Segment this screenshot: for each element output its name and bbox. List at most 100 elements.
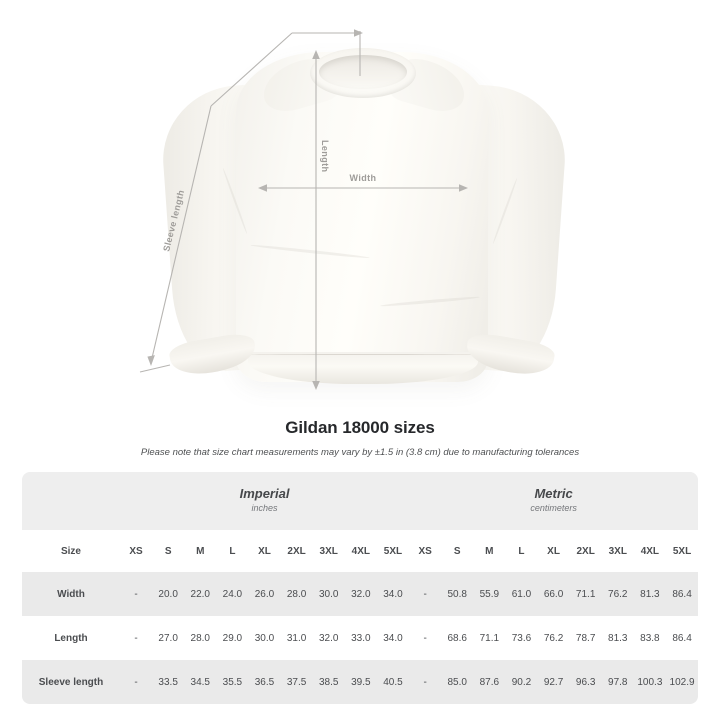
cell-length-metric-l: 73.6	[505, 616, 538, 660]
cell-width-metric-l: 61.0	[505, 572, 538, 616]
cell-sleeve-length-metric-xs: -	[409, 660, 442, 704]
cell-width-metric-3xl: 76.2	[601, 572, 634, 616]
unit-group-name: Imperial	[239, 486, 290, 502]
cell-sleeve-length-metric-l: 90.2	[505, 660, 538, 704]
cell-length-metric-3xl: 81.3	[601, 616, 634, 660]
cell-sleeve-length-imperial-3xl: 38.5	[312, 660, 345, 704]
size-header-xs-metric: XS	[409, 530, 442, 572]
cell-width-imperial-xl: 26.0	[248, 572, 281, 616]
cell-length-imperial-2xl: 31.0	[280, 616, 313, 660]
size-header-xl-imperial: XL	[248, 530, 281, 572]
cell-width-imperial-2xl: 28.0	[280, 572, 313, 616]
table-row: Length -27.0 28.0 29.0 30.0 31.0 32.0 33.0 34.0-…	[22, 616, 699, 660]
size-header-xs-imperial: XS	[120, 530, 153, 572]
size-header-l-metric: L	[505, 530, 538, 572]
size-header-2xl-metric: 2XL	[569, 530, 602, 572]
size-header-s-imperial: S	[152, 530, 185, 572]
size-chart-table: Imperial inches Metric centimeters Size XS S M L…	[22, 472, 699, 704]
cell-length-imperial-3xl: 32.0	[312, 616, 345, 660]
size-header-row: Size XS S M L XL 2XL 3XL 4XL 5XL XS S M L XL 2XL 3XL 4XL 5…	[22, 530, 699, 572]
cell-sleeve-length-metric-s: 85.0	[441, 660, 474, 704]
measure-row-label: Width	[22, 572, 120, 616]
table-row: Width -20.0 22.0 24.0 26.0 28.0 30.0 32.0 34.0-5…	[22, 572, 699, 616]
cell-length-imperial-s: 27.0	[152, 616, 185, 660]
unit-group-name: Metric	[534, 486, 573, 502]
cell-width-imperial-m: 22.0	[184, 572, 217, 616]
cell-width-imperial-3xl: 30.0	[312, 572, 345, 616]
sleeve-length-measure-guide: Sleeve length	[139, 29, 363, 373]
cell-sleeve-length-metric-3xl: 97.8	[601, 660, 634, 704]
cell-width-metric-m: 55.9	[473, 572, 506, 616]
sleeve-length-label: Sleeve length	[161, 189, 186, 253]
size-header-m-imperial: M	[184, 530, 217, 572]
cell-length-metric-s: 68.6	[441, 616, 474, 660]
cell-length-metric-4xl: 83.8	[633, 616, 666, 660]
cell-sleeve-length-metric-xl: 92.7	[537, 660, 570, 704]
unit-group-metric: Metric centimeters	[409, 472, 699, 530]
hem-seam-line	[250, 354, 476, 355]
cell-sleeve-length-imperial-4xl: 39.5	[344, 660, 377, 704]
size-header-l-imperial: L	[216, 530, 249, 572]
unit-group-subtitle: inches	[251, 503, 278, 514]
measure-row-label: Length	[22, 616, 120, 660]
measure-row-label: Sleeve length	[22, 660, 120, 704]
cell-width-imperial-5xl: 34.0	[376, 572, 410, 616]
cell-width-imperial-4xl: 32.0	[344, 572, 377, 616]
unit-banner-row: Imperial inches Metric centimeters	[22, 472, 699, 530]
page-title: Gildan 18000 sizes	[285, 418, 435, 437]
measurement-overlay: Length Width Sleeve length	[139, 29, 468, 390]
cell-width-metric-xs: -	[409, 572, 442, 616]
cell-width-metric-4xl: 81.3	[633, 572, 666, 616]
length-measure-guide: Length	[312, 50, 330, 390]
size-header-5xl-imperial: 5XL	[376, 530, 410, 572]
size-header-4xl-imperial: 4XL	[344, 530, 377, 572]
table-row: Sleeve length -33.5 34.5 35.5 36.5 37.5 38.5 39…	[22, 660, 699, 704]
tolerance-note: Please note that size chart measurements…	[140, 447, 580, 458]
cell-length-metric-xs: -	[409, 616, 442, 660]
sweatshirt-illustration	[158, 48, 570, 384]
cell-length-imperial-4xl: 33.0	[344, 616, 377, 660]
cell-sleeve-length-imperial-xl: 36.5	[248, 660, 281, 704]
cell-sleeve-length-imperial-xs: -	[120, 660, 153, 704]
cell-width-metric-s: 50.8	[441, 572, 474, 616]
cell-length-imperial-m: 28.0	[184, 616, 217, 660]
size-header-xl-metric: XL	[537, 530, 570, 572]
unit-group-imperial: Imperial inches	[120, 472, 410, 530]
cell-length-imperial-xl: 30.0	[248, 616, 281, 660]
title-block: Gildan 18000 sizes Please note that size…	[0, 418, 720, 458]
cell-width-metric-xl: 66.0	[537, 572, 570, 616]
cell-sleeve-length-metric-m: 87.6	[473, 660, 506, 704]
size-header-4xl-metric: 4XL	[633, 530, 666, 572]
cell-length-imperial-5xl: 34.0	[376, 616, 410, 660]
neck-rib-inner	[319, 55, 407, 89]
cell-sleeve-length-imperial-l: 35.5	[216, 660, 249, 704]
width-measure-guide: Width	[258, 173, 468, 192]
cell-sleeve-length-metric-5xl: 102.9	[665, 660, 699, 704]
cell-width-imperial-l: 24.0	[216, 572, 249, 616]
cell-length-metric-xl: 76.2	[537, 616, 570, 660]
cell-width-metric-2xl: 71.1	[569, 572, 602, 616]
cell-sleeve-length-imperial-s: 33.5	[152, 660, 185, 704]
cell-sleeve-length-metric-4xl: 100.3	[633, 660, 666, 704]
size-header-label: Size	[22, 530, 120, 572]
unit-group-subtitle: centimeters	[530, 503, 577, 514]
cell-sleeve-length-imperial-5xl: 40.5	[376, 660, 410, 704]
cell-width-imperial-xs: -	[120, 572, 153, 616]
cell-width-imperial-s: 20.0	[152, 572, 185, 616]
size-header-5xl-metric: 5XL	[665, 530, 699, 572]
size-chart-table-wrapper: Imperial inches Metric centimeters Size XS S M L…	[22, 472, 699, 704]
length-label: Length	[320, 140, 330, 172]
cell-length-imperial-xs: -	[120, 616, 153, 660]
unit-banner-spacer	[22, 472, 120, 530]
cell-length-imperial-l: 29.0	[216, 616, 249, 660]
product-photo: Length Width Sleeve length	[139, 29, 570, 390]
cell-width-metric-5xl: 86.4	[665, 572, 699, 616]
cell-length-metric-2xl: 78.7	[569, 616, 602, 660]
size-header-3xl-imperial: 3XL	[312, 530, 345, 572]
size-header-m-metric: M	[473, 530, 506, 572]
size-header-3xl-metric: 3XL	[601, 530, 634, 572]
cell-length-metric-5xl: 86.4	[665, 616, 699, 660]
size-header-2xl-imperial: 2XL	[280, 530, 313, 572]
cell-sleeve-length-metric-2xl: 96.3	[569, 660, 602, 704]
cell-sleeve-length-imperial-m: 34.5	[184, 660, 217, 704]
